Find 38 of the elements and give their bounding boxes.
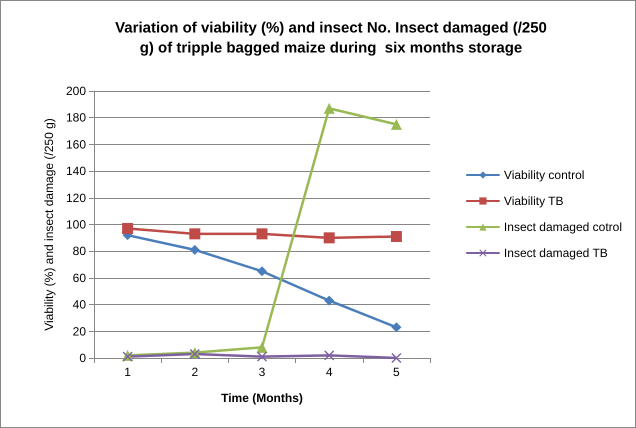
legend-label: Viability TB xyxy=(504,194,564,208)
point xyxy=(324,296,334,306)
point xyxy=(190,244,200,255)
point xyxy=(390,118,402,130)
x-axis-title: Time (Months) xyxy=(221,391,303,405)
x-tick-label: 5 xyxy=(393,365,400,379)
y-axis-title: Viability (%) and insect damage (/250 g) xyxy=(42,118,56,331)
y-tick-label: 140 xyxy=(66,164,86,178)
legend-label: Viability control xyxy=(504,168,584,182)
y-tick-label: 120 xyxy=(66,190,86,205)
point xyxy=(324,102,335,114)
legend-label: Insect damaged TB xyxy=(504,246,608,260)
point xyxy=(391,322,402,332)
point xyxy=(324,232,335,244)
point xyxy=(257,266,267,276)
point xyxy=(256,342,268,353)
x-tick-label: 4 xyxy=(326,365,333,379)
x-tick-label: 3 xyxy=(258,365,266,379)
y-tick-label: 160 xyxy=(66,137,86,152)
point xyxy=(391,353,402,363)
y-tick-label: 80 xyxy=(72,244,86,258)
point xyxy=(257,352,267,362)
y-tick-label: 180 xyxy=(66,110,86,125)
y-tick-label: 20 xyxy=(72,324,86,338)
x-tick-label: 1 xyxy=(124,365,132,379)
y-tick-label: 200 xyxy=(66,84,86,98)
legend-label: Insect damaged cotrol xyxy=(504,220,622,234)
x-tick-label: 2 xyxy=(191,365,198,379)
point xyxy=(390,231,402,242)
y-tick-label: 100 xyxy=(66,218,86,232)
point xyxy=(256,228,268,240)
point xyxy=(189,228,200,240)
y-tick-label: 0 xyxy=(79,351,86,365)
point xyxy=(324,350,334,360)
y-tick-label: 40 xyxy=(72,298,86,312)
point xyxy=(122,223,134,234)
chart-title: Variation of viability (%) and insect No. Insect damaged (/250 g) of tripple bagged maize during six months storage xyxy=(115,20,547,56)
y-tick-label: 60 xyxy=(72,270,86,285)
